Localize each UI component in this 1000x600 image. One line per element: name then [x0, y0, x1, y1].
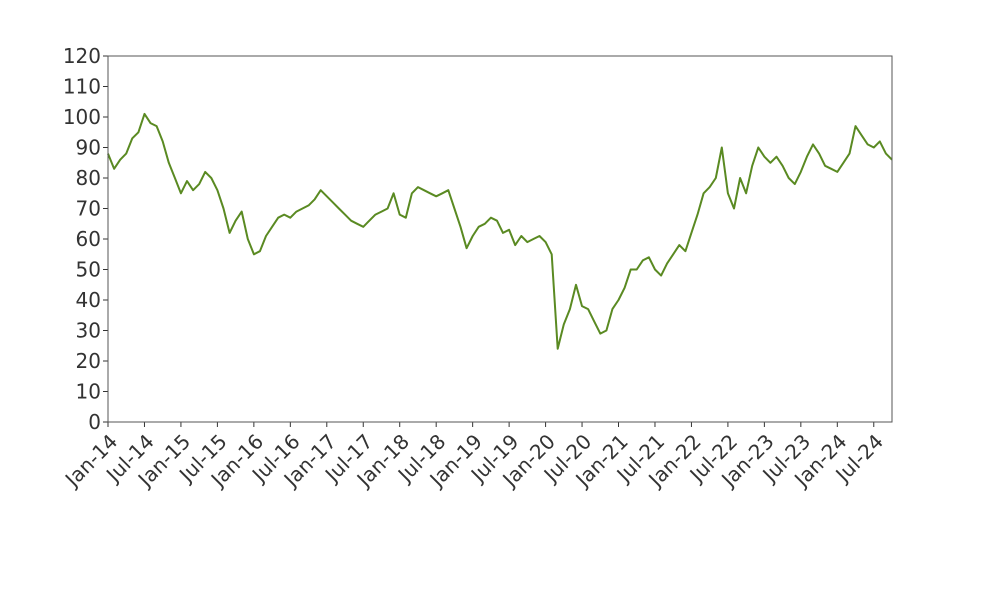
- y-tick-label: 80: [76, 166, 101, 190]
- y-tick-label: 30: [76, 319, 101, 343]
- y-axis: 0 10 20 30 40 50 60 70 80 90 100 110 120: [63, 44, 108, 434]
- series-layer: [107, 112, 893, 350]
- y-tick-label: 50: [76, 258, 101, 282]
- y-tick-label: 70: [76, 197, 101, 221]
- y-tick-label: 100: [63, 105, 101, 129]
- series-line: [107, 112, 893, 350]
- y-tick-label: 60: [76, 227, 101, 251]
- y-tick-label: 40: [76, 288, 101, 312]
- y-tick-label: 0: [88, 410, 101, 434]
- plot-area-frame: [107, 55, 893, 423]
- y-tick-label: 20: [76, 349, 101, 373]
- x-axis: Jan-14Jul-14Jan-15Jul-15Jan-16Jul-16Jan-…: [59, 422, 888, 493]
- y-tick-label: 120: [63, 44, 101, 68]
- y-tick-label: 110: [63, 75, 101, 99]
- y-tick-label: 90: [76, 136, 101, 160]
- y-tick-label: 10: [76, 380, 101, 404]
